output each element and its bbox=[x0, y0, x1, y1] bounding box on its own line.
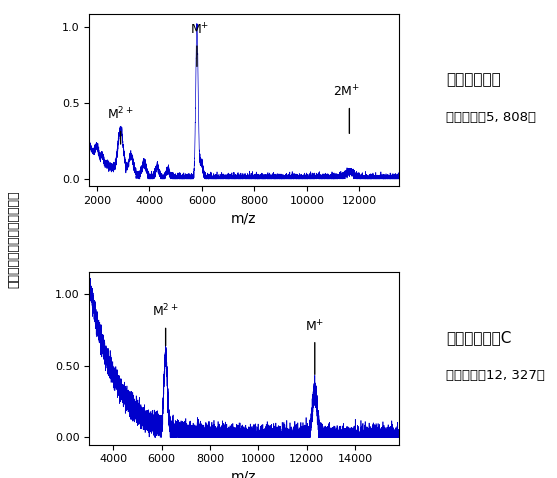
Text: M$^{2+}$: M$^{2+}$ bbox=[108, 106, 134, 122]
Text: M$^{+}$: M$^{+}$ bbox=[305, 319, 324, 334]
Text: M$^{2+}$: M$^{2+}$ bbox=[153, 303, 179, 320]
Text: （分子量：12, 327）: （分子量：12, 327） bbox=[446, 369, 545, 382]
Text: 2M$^{+}$: 2M$^{+}$ bbox=[333, 84, 360, 99]
Text: （分子量：5, 808）: （分子量：5, 808） bbox=[446, 111, 536, 124]
X-axis label: m/z: m/z bbox=[231, 212, 257, 226]
Text: M$^{+}$: M$^{+}$ bbox=[190, 22, 209, 37]
X-axis label: m/z: m/z bbox=[231, 470, 257, 478]
Text: チトクロームC: チトクロームC bbox=[446, 330, 512, 345]
Text: 二次イオン強度（任意単位）: 二次イオン強度（任意単位） bbox=[7, 190, 21, 288]
Text: インシュリン: インシュリン bbox=[446, 72, 501, 87]
